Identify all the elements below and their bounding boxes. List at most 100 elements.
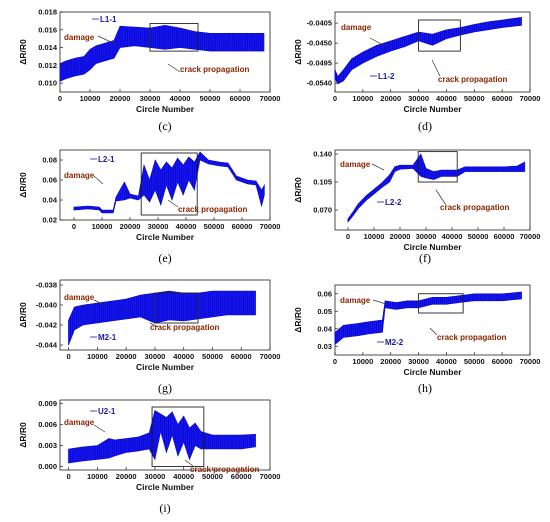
y-tick-label: 0.070 [313, 206, 332, 215]
series-label: L2-2 [385, 198, 402, 207]
plot-frame [59, 11, 271, 93]
panel-label: (g) [158, 381, 172, 395]
damage-annotation: damage [341, 23, 372, 32]
y-tick-label: 0.140 [313, 150, 332, 159]
x-tick-label: 40000 [170, 94, 191, 103]
damage-annotation: damage [64, 171, 95, 180]
crack-pointer-line [167, 199, 179, 208]
x-tick-label: 70000 [260, 472, 281, 481]
x-tick-label: 50000 [464, 357, 485, 366]
y-tick-label: -0.042 [36, 321, 57, 330]
x-tick-label: 60000 [494, 232, 515, 241]
y-tick-label: 0.05 [317, 307, 332, 316]
y-tick-label: 0.03 [317, 342, 332, 351]
panel-l2-1: 0 10000 20000 30000 40000 50000 60000 70000 0.02… [18, 149, 280, 265]
x-tick-label: 70000 [260, 352, 281, 361]
series-label: M2-2 [385, 338, 404, 347]
x-tick-label: 10000 [87, 352, 108, 361]
series-label: L1-2 [378, 72, 395, 81]
y-tick-label: 0.003 [38, 441, 57, 450]
x-tick-label: 20000 [120, 222, 141, 231]
x-axis-label: Circle Number [403, 367, 462, 377]
y-axis-label: ΔR/R0 [18, 422, 28, 448]
x-tick-label: 20000 [380, 94, 401, 103]
y-tick-label: -0.040 [36, 301, 57, 310]
y-tick-label: 0.000 [38, 462, 57, 471]
panel-m2-1: 0 10000 20000 30000 40000 50000 60000 70000 -0.0… [18, 279, 281, 395]
x-tick-label: 0 [72, 222, 76, 231]
x-tick-label: 30000 [416, 232, 437, 241]
x-tick-label: 30000 [140, 94, 161, 103]
y-tick-label: -0.044 [36, 341, 58, 350]
x-axis-label: Circle Number [403, 242, 462, 252]
plot-frame [334, 284, 531, 356]
y-tick-label: 0.105 [313, 178, 332, 187]
y-tick-label: 0.06 [317, 289, 332, 298]
x-tick-label: 70000 [520, 232, 541, 241]
crack-propagation-box [418, 293, 464, 314]
signal-band-l1-1 [59, 24, 265, 82]
y-tick-label: -0.0405 [307, 19, 332, 28]
y-axis-label: ΔR/R0 [18, 39, 28, 65]
series-label: L2-1 [98, 155, 115, 164]
y-tick-label: 0.08 [42, 156, 57, 165]
x-tick-label: 40000 [436, 94, 457, 103]
x-tick-label: 60000 [231, 352, 252, 361]
crack-pointer-line [431, 59, 441, 77]
damage-annotation: damage [340, 160, 371, 169]
x-tick-label: 60000 [231, 472, 252, 481]
damage-annotation: damage [64, 33, 95, 42]
damage-pointer-line [93, 299, 105, 306]
y-tick-label: -0.0450 [307, 39, 332, 48]
x-axis-label: Circle Number [136, 482, 195, 492]
y-tick-label: -0.0495 [307, 59, 332, 68]
y-tick-label: 0.010 [38, 79, 57, 88]
crack-propagation-box [154, 292, 199, 324]
x-tick-label: 10000 [87, 472, 108, 481]
x-tick-label: 30000 [408, 357, 429, 366]
y-tick-label: 0.006 [38, 420, 57, 429]
x-tick-label: 60000 [232, 222, 253, 231]
x-tick-label: 50000 [202, 472, 223, 481]
y-tick-label: 0.04 [317, 324, 332, 333]
damage-pointer-line [93, 424, 106, 433]
x-tick-label: 10000 [352, 357, 373, 366]
crack-propagation-box [417, 151, 458, 183]
y-axis-label: ΔR/R0 [293, 307, 303, 333]
y-tick-label: 0.018 [38, 8, 57, 17]
x-tick-label: 40000 [173, 352, 194, 361]
x-tick-label: 20000 [116, 472, 137, 481]
y-axis-label: ΔR/R0 [293, 177, 303, 203]
panel-label: (f) [419, 251, 431, 265]
x-tick-label: 30000 [145, 352, 166, 361]
crack-propagation-annotation: crack propagation [180, 65, 249, 74]
x-tick-label: 70000 [260, 94, 281, 103]
crack-pointer-line [435, 189, 447, 206]
panel-l1-1: 0 10000 20000 30000 40000 50000 60000 70000 0.01… [18, 8, 280, 134]
x-tick-label: 60000 [230, 94, 251, 103]
x-tick-label: 60000 [492, 94, 513, 103]
crack-propagation-box [418, 19, 461, 52]
y-tick-label: 0.009 [38, 399, 57, 408]
plot-frame [59, 149, 271, 221]
signal-band-l2-2 [347, 153, 526, 223]
y-tick-label: 0.04 [42, 196, 57, 205]
crack-propagation-box [140, 152, 198, 216]
x-tick-label: 60000 [492, 357, 513, 366]
x-tick-label: 0 [58, 94, 62, 103]
x-axis-label: Circle Number [136, 362, 195, 372]
x-tick-label: 40000 [176, 222, 197, 231]
y-axis-label: ΔR/R0 [18, 172, 28, 198]
crack-propagation-annotation: crack propagation [190, 465, 259, 474]
damage-pointer-line [97, 35, 116, 45]
x-tick-label: 40000 [436, 357, 457, 366]
y-tick-label: 0.06 [42, 176, 57, 185]
x-tick-label: 10000 [364, 232, 385, 241]
crack-pointer-line [167, 63, 181, 73]
y-tick-label: -0.0540 [307, 79, 332, 88]
signal-band-u2-1 [68, 410, 256, 464]
x-tick-label: 20000 [116, 352, 137, 361]
damage-pointer-line [372, 299, 387, 305]
y-tick-label: 0.012 [38, 61, 57, 70]
